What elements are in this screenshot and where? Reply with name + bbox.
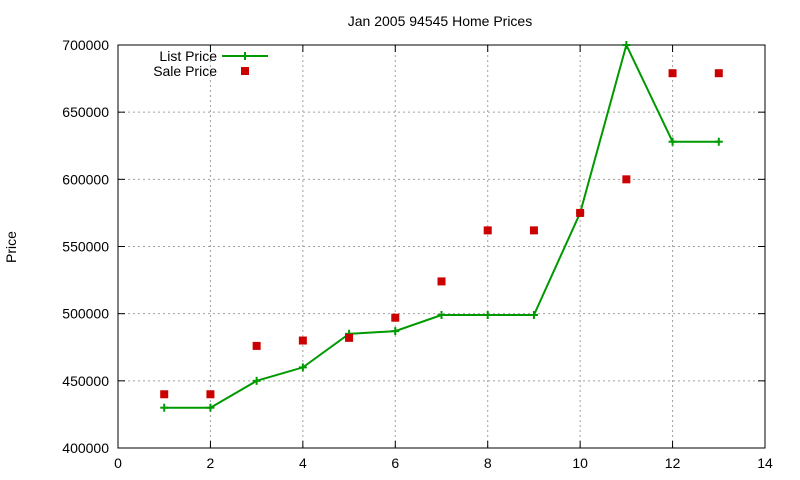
- legend-label-sale-price: Sale Price: [153, 63, 217, 79]
- y-tick-label: 550000: [62, 239, 109, 255]
- sale-price-point: [668, 69, 677, 78]
- list-price-point: [206, 403, 215, 412]
- y-axis-label: Price: [3, 231, 19, 263]
- x-tick-label: 8: [484, 455, 492, 471]
- plot-frame: [117, 44, 766, 449]
- list-price-point: [252, 376, 261, 385]
- y-tick-label: 450000: [62, 373, 109, 389]
- legend-marker-list-price: [241, 52, 249, 60]
- x-tick-label: 0: [114, 455, 122, 471]
- chart-title: Jan 2005 94545 Home Prices: [348, 13, 532, 29]
- series-layer: [160, 41, 723, 412]
- list-price-point: [668, 137, 677, 146]
- list-price-point: [714, 137, 723, 146]
- x-tick-label: 2: [207, 455, 215, 471]
- sale-price-point: [576, 208, 585, 217]
- sale-price-point: [483, 226, 492, 235]
- list-price-line: [164, 42, 719, 409]
- legend-label-list-price: List Price: [159, 48, 217, 64]
- x-tick-label: 12: [665, 455, 681, 471]
- y-tick-label: 700000: [62, 37, 109, 53]
- y-tick-label: 400000: [62, 440, 109, 456]
- sale-price-point: [529, 226, 538, 235]
- list-price-point: [391, 327, 400, 336]
- sale-price-point: [714, 69, 723, 78]
- axis-ticks: 0 2 4 6 8 10 12 14 400000 450000 500000 550000 60000…: [62, 37, 773, 471]
- sale-price-point: [345, 333, 354, 342]
- list-price-point: [298, 363, 307, 372]
- list-price-point: [483, 311, 492, 320]
- x-tick-label: 4: [299, 455, 307, 471]
- sale-price-point: [622, 175, 631, 184]
- sale-price-point: [437, 277, 446, 286]
- sale-price-point: [391, 313, 400, 322]
- list-price-point: [160, 403, 169, 412]
- y-tick-label: 500000: [62, 306, 109, 322]
- list-price-point: [437, 311, 446, 320]
- y-tick-label: 600000: [62, 171, 109, 187]
- x-tick-label: 6: [391, 455, 399, 471]
- list-price-point: [529, 311, 538, 320]
- grid-lines: [118, 45, 765, 448]
- sale-price-point: [206, 390, 215, 399]
- legend-marker-sale-price: [241, 67, 249, 75]
- y-tick-label: 650000: [62, 104, 109, 120]
- x-tick-label: 14: [757, 455, 773, 471]
- list-price-point: [622, 41, 631, 49]
- sale-price-point: [252, 341, 261, 350]
- sale-price-point: [298, 336, 307, 345]
- sale-price-point: [160, 390, 169, 399]
- x-tick-label: 10: [572, 455, 588, 471]
